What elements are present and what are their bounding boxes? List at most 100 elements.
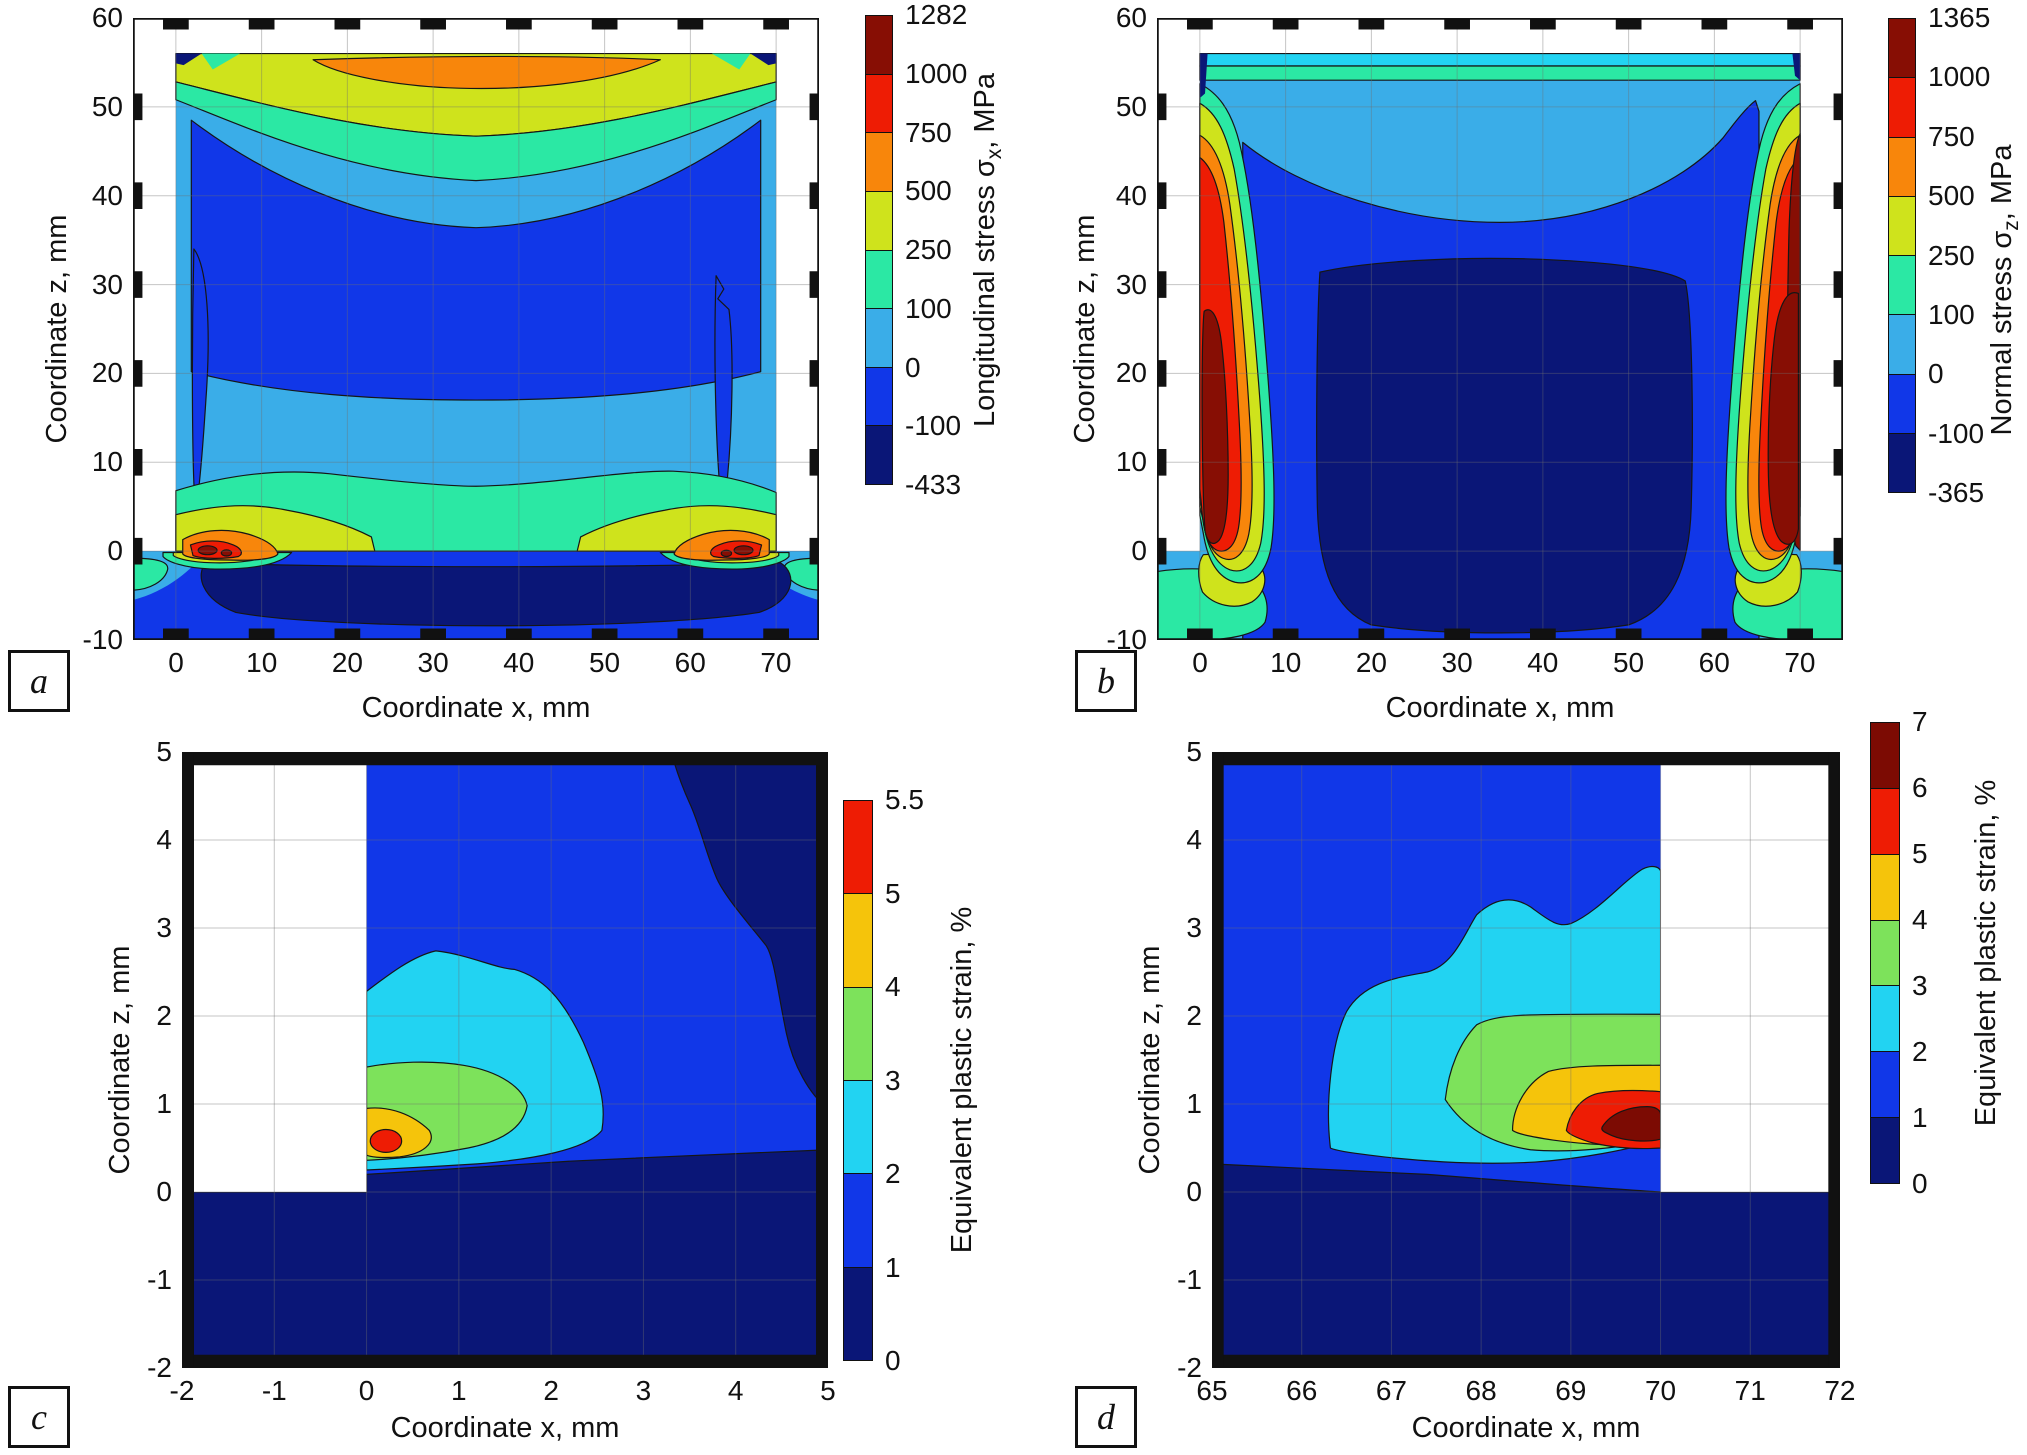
y-tick-label: 4 (156, 824, 172, 855)
x-tick-label: -2 (169, 1375, 195, 1406)
colorbar-segment-7 (866, 426, 892, 484)
x-tick-label: -1 (261, 1375, 287, 1406)
y-tick-label: 60 (91, 2, 123, 33)
colorbar-segment-5 (866, 309, 892, 368)
colorbar-segment-0 (866, 16, 892, 75)
y-tick-label: 5 (156, 736, 172, 767)
panel-badge-a: a (8, 650, 70, 712)
colorbar-b (1888, 18, 1916, 493)
colorbar-tick-label: 100 (905, 292, 952, 324)
x-axis-ticks-b: 0 10 20 30 40 50 60 70 (1165, 646, 1835, 680)
y-axis-ticks-d: 5 4 3 2 1 0 -1 -2 (1137, 736, 1202, 1384)
y-tick-label: 4 (1186, 824, 1202, 855)
x-tick-label: 71 (1734, 1375, 1766, 1406)
y-tick-label: 40 (91, 179, 123, 211)
colorbar-tick-label: 0 (885, 1345, 901, 1376)
colorbar-tick-label: 0 (905, 351, 921, 383)
colorbar-tick-label: 2 (885, 1158, 901, 1189)
colorbar-segment-0 (1889, 19, 1915, 79)
colorbar-segment-4 (1889, 256, 1915, 316)
x-tick-label: 0 (168, 647, 184, 678)
y-tick-label: 0 (156, 1176, 172, 1207)
colorbar-tick-label: 1 (885, 1251, 901, 1283)
x-tick-label: 72 (1824, 1375, 1856, 1406)
colorbar-tick-label: 1282 (905, 0, 968, 30)
x-axis-label-c: Coordinate x, mm (390, 1412, 620, 1444)
contour-canvas-a (133, 18, 819, 640)
colorbar-tick-label: 1000 (1928, 61, 1991, 93)
axis-ticks (133, 18, 819, 640)
y-tick-label: 50 (91, 90, 123, 122)
colorbar-tick-label: 5 (885, 877, 901, 909)
colorbar-segment-3 (1889, 196, 1915, 256)
axis-ticks (1212, 752, 1840, 1368)
colorbar-tick-label: 0 (1912, 1168, 1928, 1199)
y-tick-label: 20 (1115, 357, 1147, 389)
colorbar-segment-0 (844, 801, 872, 895)
x-tick-label: 30 (1441, 647, 1473, 678)
colorbar-ticks-d: 7 6 5 4 3 2 1 0 (1912, 707, 1972, 1199)
y-tick-label: 60 (1115, 2, 1147, 33)
colorbar-tick-label: 750 (905, 116, 952, 148)
x-tick-label: 68 (1465, 1375, 1497, 1406)
panel-badge-c: c (8, 1386, 70, 1448)
y-axis-ticks-a: 60 50 40 30 20 10 0 -10 (58, 2, 123, 656)
x-tick-label: 20 (331, 647, 363, 678)
colorbar-segment-1 (844, 894, 872, 988)
x-tick-label: 65 (1196, 1375, 1228, 1406)
y-tick-label: 1 (1186, 1088, 1202, 1119)
contour-plot-c (182, 752, 828, 1368)
colorbar-tick-label: -100 (905, 410, 962, 442)
y-tick-label: -1 (1177, 1264, 1202, 1295)
y-tick-label: -1 (147, 1264, 172, 1295)
colorbar-segment-6 (866, 367, 892, 427)
colorbar-tick-label: 3 (1912, 970, 1928, 1001)
colorbar-tick-label: 0 (1928, 358, 1944, 390)
x-tick-label: 10 (1270, 647, 1302, 678)
y-tick-label: 30 (91, 268, 123, 300)
x-tick-label: 70 (1784, 647, 1816, 678)
y-tick-label: 2 (1186, 1000, 1202, 1031)
y-tick-label: 0 (1186, 1176, 1202, 1207)
colorbar-tick-label: 100 (1928, 298, 1975, 330)
grid (133, 18, 819, 640)
y-tick-label: 50 (1115, 90, 1147, 122)
colorbar-segment-1 (866, 74, 892, 134)
grid (1212, 752, 1840, 1368)
colorbar-label-d: Equivalent plastic strain, % (1970, 779, 2002, 1127)
y-axis-ticks-c: 5 4 3 2 1 0 -1 -2 (107, 736, 172, 1384)
y-tick-label: 30 (1115, 268, 1147, 300)
contour-canvas-d (1212, 752, 1840, 1368)
colorbar-segment-3 (1871, 920, 1899, 987)
x-axis-ticks-c: -2 -1 0 1 2 3 4 5 (147, 1374, 863, 1408)
y-tick-label: 3 (1186, 912, 1202, 943)
contour-plot-a (133, 18, 819, 640)
colorbar-segment-2 (866, 133, 892, 192)
x-tick-label: 5 (820, 1375, 836, 1406)
y-tick-label: -10 (1106, 623, 1147, 655)
colorbar-segment-1 (1871, 788, 1899, 855)
x-tick-label: 67 (1375, 1375, 1407, 1406)
x-tick-label: 2 (543, 1375, 559, 1406)
contour-plot-d (1212, 752, 1840, 1368)
x-tick-label: 40 (1527, 647, 1559, 678)
colorbar-ticks-c: 5.5 5 4 3 2 1 0 (885, 785, 955, 1376)
x-axis-label-b: Coordinate x, mm (1385, 692, 1615, 724)
y-tick-label: 10 (1115, 446, 1147, 478)
colorbar-segment-2 (1871, 854, 1899, 921)
x-tick-label: 50 (1612, 647, 1645, 678)
y-tick-label: 0 (1131, 535, 1147, 567)
x-tick-label: 10 (246, 647, 278, 678)
colorbar-a (865, 15, 893, 485)
colorbar-tick-label: 250 (1928, 239, 1975, 271)
panel-badge-b: b (1075, 650, 1137, 712)
x-tick-label: 60 (674, 647, 706, 678)
colorbar-tick-label: 1 (1912, 1102, 1928, 1133)
x-tick-label: 0 (358, 1375, 375, 1406)
colorbar-segment-2 (844, 987, 872, 1081)
colorbar-tick-label: 7 (1912, 706, 1928, 737)
x-tick-label: 4 (727, 1375, 744, 1406)
y-tick-label: -2 (147, 1352, 172, 1383)
